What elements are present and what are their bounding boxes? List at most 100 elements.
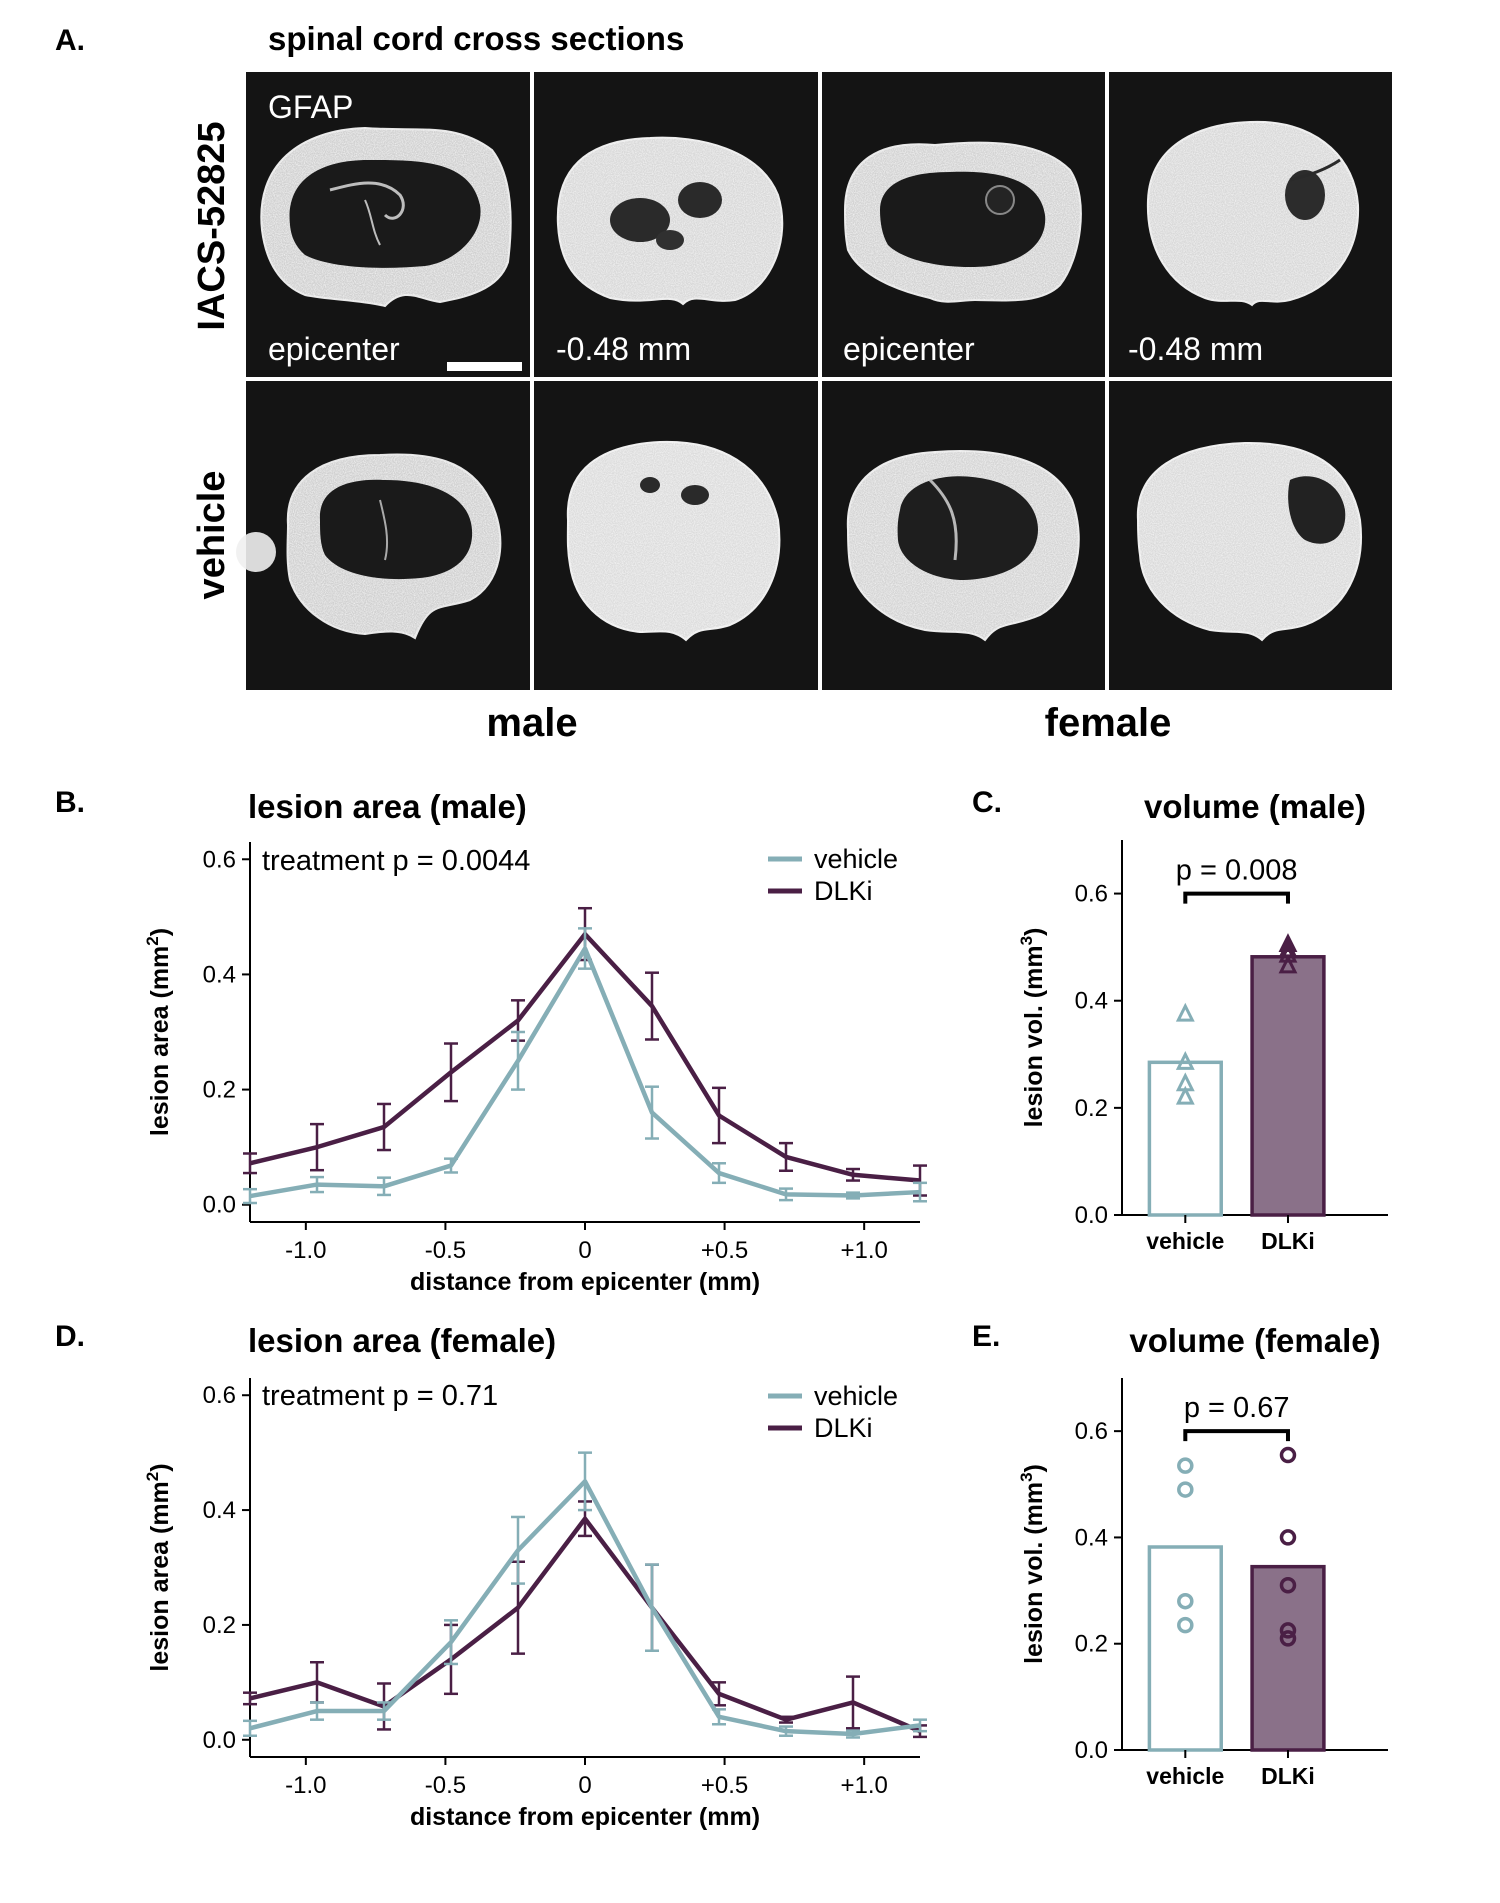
panel-letter: C. xyxy=(972,786,1002,819)
stain-label: GFAP xyxy=(268,89,353,125)
y-tick-label: 0.6 xyxy=(1075,881,1108,908)
error-bar xyxy=(779,1715,793,1724)
error-bar xyxy=(779,1725,793,1738)
error-bar xyxy=(712,1086,726,1145)
y-tick-label: 0.4 xyxy=(203,1497,236,1524)
error-bar xyxy=(243,1152,257,1175)
micrograph-iacs-male-epicenter xyxy=(260,126,522,371)
series-line xyxy=(249,1516,921,1734)
x-tick-label: -0.5 xyxy=(425,1772,466,1799)
panel-a-title: spinal cord cross sections xyxy=(268,20,684,57)
y-tick-label: 0.0 xyxy=(1075,1737,1108,1764)
x-tick-label-vehicle: vehicle xyxy=(1146,1228,1224,1254)
significance-bracket xyxy=(1183,891,1290,904)
error-bar xyxy=(243,1691,257,1706)
micrograph-grid: GFAP epicenter -0.48 mm epicenter -0.48 … xyxy=(236,72,1392,690)
data-point xyxy=(1177,1592,1194,1610)
y-tick-label: 0.2 xyxy=(1075,1095,1108,1122)
series-line xyxy=(249,946,921,1199)
error-bar xyxy=(645,971,659,1041)
y-axis-label: lesion area (mm2) xyxy=(143,928,174,1136)
image-label-4: -0.48 mm xyxy=(1128,331,1263,367)
error-bar xyxy=(645,1563,659,1653)
panel-a: A. spinal cord cross sections xyxy=(55,20,1392,745)
x-axis-label: distance from epicenter (mm) xyxy=(410,1268,760,1296)
row-label-vehicle: vehicle xyxy=(191,471,233,600)
panel-d-line-chart: D. lesion area (female) 0.0 0.2 0.4 0.6 -1.0 -0… xyxy=(55,1320,927,1831)
error-bar xyxy=(310,1175,324,1194)
error-bar xyxy=(377,1176,391,1197)
image-label-3: epicenter xyxy=(843,331,975,367)
scale-bar xyxy=(447,362,522,371)
x-tick-label-dlki: DLKi xyxy=(1261,1228,1315,1254)
micrograph-vehicle-male-minus048 xyxy=(566,440,781,642)
x-tick-label: -1.0 xyxy=(285,1237,326,1264)
col-label-female: female xyxy=(1045,701,1172,745)
y-axis-label: lesion vol. (mm3) xyxy=(1017,928,1048,1128)
panel-c-bar-chart: C. volume (male) 0.0 0.2 0.4 0.6 lesion vol. (… xyxy=(972,786,1388,1254)
bar-vehicle xyxy=(1147,1060,1223,1217)
x-tick-label: 0 xyxy=(578,1237,591,1264)
data-point xyxy=(1279,1622,1297,1639)
series-dlki xyxy=(243,1500,927,1739)
data-point xyxy=(1175,1050,1195,1070)
error-bar xyxy=(645,1085,659,1140)
charts: B. lesion area (male) 0.0 0.2 0.4 0.6 -1.0 -0.5… xyxy=(55,786,1388,1831)
error-bar xyxy=(310,1122,324,1172)
x-tick-label: +0.5 xyxy=(701,1772,748,1799)
micrograph-vehicle-female-minus048 xyxy=(1136,441,1362,642)
error-bar xyxy=(377,1701,391,1721)
error-bar xyxy=(444,1042,458,1103)
y-axis-label: lesion vol. (mm3) xyxy=(1017,1464,1048,1664)
y-tick-label: 0.6 xyxy=(203,846,236,873)
data-point xyxy=(1175,1085,1195,1105)
data-point xyxy=(1279,1529,1297,1546)
bar-dlki xyxy=(1250,955,1326,1217)
y-tick-label: 0.4 xyxy=(1075,988,1108,1015)
y-tick-label: 0.0 xyxy=(203,1192,236,1219)
micrograph-iacs-male-minus048 xyxy=(556,136,784,306)
error-bar xyxy=(779,1187,793,1202)
x-tick-label-vehicle: vehicle xyxy=(1146,1763,1224,1789)
x-tick-label: +0.5 xyxy=(701,1237,748,1264)
error-bar xyxy=(243,1187,257,1205)
chart-title: volume (female) xyxy=(1129,1322,1380,1359)
y-tick-label: 0.0 xyxy=(203,1727,236,1754)
error-bar xyxy=(846,1167,860,1182)
x-tick-label-dlki: DLKi xyxy=(1261,1763,1315,1789)
col-label-male: male xyxy=(486,701,577,745)
bar-dlki xyxy=(1250,1564,1326,1752)
error-bar xyxy=(846,1675,860,1730)
y-tick-label: 0.0 xyxy=(1075,1202,1108,1229)
chart-title: lesion area (female) xyxy=(248,1322,556,1359)
series-vehicle xyxy=(243,1451,927,1739)
bar-vehicle xyxy=(1147,1545,1223,1752)
panel-e-bar-chart: E. volume (female) 0.0 0.2 0.4 0.6 lesion vol.… xyxy=(972,1320,1388,1789)
treatment-p-value: treatment p = 0.71 xyxy=(262,1380,498,1412)
p-value-label: p = 0.008 xyxy=(1176,855,1298,887)
panel-letter: B. xyxy=(55,786,85,819)
significance-bracket xyxy=(1183,1429,1290,1442)
image-label-2: -0.48 mm xyxy=(556,331,691,367)
legend-label-vehicle: vehicle xyxy=(814,1381,898,1411)
error-bar xyxy=(444,1619,458,1666)
chart-title: lesion area (male) xyxy=(248,788,527,825)
treatment-p-value: treatment p = 0.0044 xyxy=(262,845,530,877)
error-bar xyxy=(310,1701,324,1721)
y-tick-label: 0.4 xyxy=(203,961,236,988)
data-point xyxy=(1177,1457,1194,1474)
error-bar xyxy=(578,927,592,970)
error-bar xyxy=(377,1102,391,1152)
error-bar xyxy=(913,1181,927,1203)
data-point xyxy=(1177,1481,1194,1498)
error-bar xyxy=(712,1162,726,1185)
panel-a-letter: A. xyxy=(55,24,85,57)
series-line xyxy=(249,931,921,1183)
legend-label-vehicle: vehicle xyxy=(814,844,898,874)
y-tick-label: 0.2 xyxy=(203,1612,236,1639)
error-bar xyxy=(913,1718,927,1733)
panel-letter: E. xyxy=(972,1320,1000,1353)
x-tick-label: -0.5 xyxy=(425,1237,466,1264)
data-point xyxy=(1279,1630,1297,1647)
error-bar xyxy=(846,1729,860,1739)
